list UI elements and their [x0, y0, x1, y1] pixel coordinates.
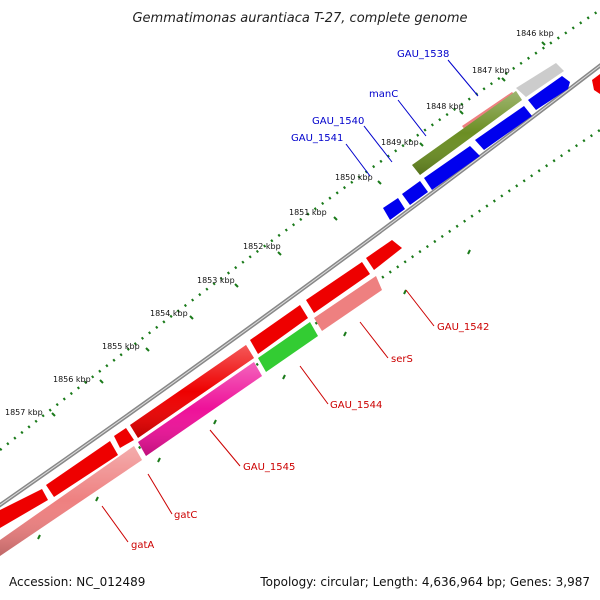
gene-red-e[interactable]	[114, 428, 134, 448]
scale-label: 1851 kbp	[289, 208, 327, 217]
scale-label: 1857 kbp	[5, 408, 43, 417]
gene-red-g[interactable]	[0, 489, 48, 528]
gene-red-edge[interactable]	[592, 74, 600, 94]
scale-label: 1852 kbp	[243, 242, 281, 251]
lower-gene-labels: GAU_1542 serS GAU_1544 GAU_1545 gatC gat…	[131, 322, 489, 551]
gau-1538-label: GAU_1538	[397, 49, 449, 60]
gata-label: gatA	[131, 540, 154, 551]
gene-gau-1541[interactable]	[383, 198, 405, 220]
scale-label: 1849 kbp	[381, 138, 419, 147]
scale-label: 1855 kbp	[102, 342, 140, 351]
scale-label: 1850 kbp	[335, 173, 373, 182]
scale-label: 1856 kbp	[53, 375, 91, 384]
gau-1541-label: GAU_1541	[291, 133, 343, 144]
gau-1542-label: GAU_1542	[437, 322, 489, 333]
gene-blue-1[interactable]	[528, 76, 570, 110]
gene-blue-3[interactable]	[424, 146, 480, 190]
gene-blue-4[interactable]	[402, 181, 428, 205]
gene-gau-1538[interactable]	[516, 63, 564, 97]
upper-leaders	[345, 59, 479, 177]
genome-backbone-inner	[0, 65, 600, 506]
accession-text: Accession: NC_012489	[9, 575, 145, 589]
scale-label: 1846 kbp	[516, 29, 554, 38]
gene-red-a[interactable]	[366, 240, 402, 270]
gene-gau-1542[interactable]	[306, 262, 370, 313]
gene-gau-1540[interactable]	[475, 106, 532, 150]
map-title: Gemmatimonas aurantiaca T-27, complete g…	[132, 11, 467, 26]
inner-ticks	[37, 249, 471, 540]
gene-red-f[interactable]	[46, 441, 118, 497]
gau-1540-label: GAU_1540	[312, 116, 364, 127]
outer-ticks	[51, 41, 546, 417]
gene-sers[interactable]	[314, 276, 382, 331]
gau-1544-label: GAU_1544	[330, 400, 382, 411]
gene-green[interactable]	[258, 322, 318, 372]
gau-1545-label: GAU_1545	[243, 462, 295, 473]
genome-summary-text: Topology: circular; Length: 4,636,964 bp…	[259, 575, 590, 589]
gatc-label: gatC	[174, 510, 197, 521]
upper-gene-labels: GAU_1538 manC GAU_1540 GAU_1541	[291, 49, 449, 144]
manc-label: manC	[369, 89, 398, 100]
scale-label: 1853 kbp	[197, 276, 235, 285]
gene-red-c[interactable]	[250, 305, 308, 354]
lower-leaders	[101, 289, 435, 543]
scale-label: 1847 kbp	[472, 66, 510, 75]
scale-label: 1848 kbp	[426, 102, 464, 111]
bar-shading	[0, 91, 522, 556]
outer-scale-arc	[0, 8, 600, 451]
sers-label: serS	[391, 354, 413, 365]
scale-labels: 1846 kbp 1847 kbp 1848 kbp 1849 kbp 1850…	[5, 29, 554, 417]
scale-label: 1854 kbp	[150, 309, 188, 318]
